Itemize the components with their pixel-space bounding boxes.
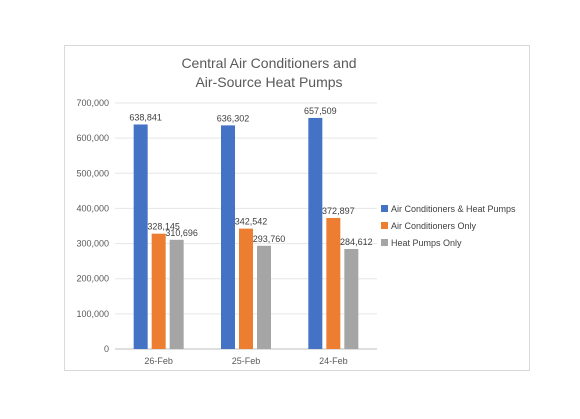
bar (326, 217, 341, 349)
x-tick-label: 24-Feb (319, 356, 348, 366)
legend-label: Air Conditioners & Heat Pumps (391, 204, 516, 214)
data-label: 328,145 (147, 222, 180, 232)
chart-title-line-1: Central Air Conditioners and (181, 55, 356, 71)
chart-title-line-2: Air-Source Heat Pumps (195, 74, 342, 90)
data-label: 372,897 (322, 206, 355, 216)
legend-label: Heat Pumps Only (391, 238, 462, 248)
data-label: 657,509 (304, 106, 337, 116)
bar (169, 239, 184, 349)
bar (308, 117, 323, 349)
y-tick-label: 0 (104, 344, 109, 354)
data-label: 636,302 (217, 113, 250, 123)
data-label: 310,696 (165, 228, 198, 238)
legend-swatch (381, 239, 388, 246)
bars (133, 117, 359, 350)
legend-swatch (381, 222, 388, 229)
bar (133, 124, 148, 350)
bar (257, 245, 271, 349)
bar (239, 228, 253, 349)
bar (344, 248, 359, 349)
bar-chart: Central Air Conditioners and Air-Source … (76, 55, 516, 366)
x-tick-label: 25-Feb (232, 356, 261, 366)
legend-swatch (381, 205, 388, 212)
x-tick-label: 26-Feb (144, 356, 173, 366)
data-label: 284,612 (340, 237, 373, 247)
chart-title: Central Air Conditioners and Air-Source … (181, 55, 356, 90)
y-tick-label: 100,000 (76, 309, 109, 319)
y-axis: 0 100,000 200,000 300,000 400,000 500,000 600,… (76, 98, 109, 354)
legend-label: Air Conditioners Only (391, 221, 477, 231)
chart-frame: Central Air Conditioners and Air-Source … (64, 45, 530, 371)
bar (221, 125, 235, 349)
bar (151, 233, 166, 349)
y-tick-label: 400,000 (76, 203, 109, 213)
y-tick-label: 200,000 (76, 274, 109, 284)
x-axis: 26-Feb 25-Feb 24-Feb (144, 356, 347, 366)
data-label: 342,542 (235, 217, 268, 227)
data-label: 293,760 (253, 234, 286, 244)
y-tick-label: 300,000 (76, 239, 109, 249)
data-label: 638,841 (129, 112, 162, 122)
y-tick-label: 600,000 (76, 133, 109, 143)
y-tick-label: 700,000 (76, 98, 109, 108)
legend: Air Conditioners & Heat Pumps Air Conditi… (381, 204, 516, 248)
y-tick-label: 500,000 (76, 168, 109, 178)
